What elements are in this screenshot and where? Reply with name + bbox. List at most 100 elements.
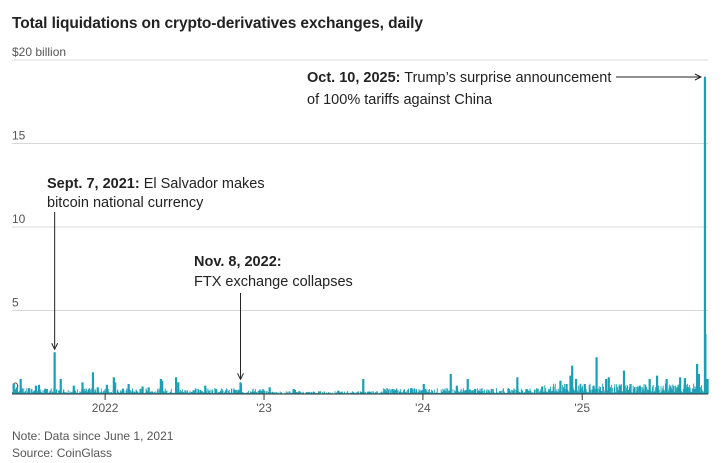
bar: [455, 385, 458, 394]
bar-noise: [49, 390, 51, 394]
bar-noise: [366, 391, 368, 394]
bar-noise: [691, 388, 693, 394]
bar: [81, 382, 84, 394]
bar-noise: [353, 392, 355, 394]
annotation-line1: Nov. 8, 2022:: [194, 254, 282, 270]
bar-noise: [191, 391, 193, 394]
bar-noise: [277, 392, 279, 394]
bar-noise: [192, 390, 194, 394]
bar-noise: [553, 386, 555, 394]
bar-noise: [536, 388, 538, 394]
bar-noise: [140, 388, 142, 394]
bar-noise: [460, 388, 462, 394]
bar: [27, 388, 31, 394]
bar-noise: [660, 386, 662, 394]
bar-noise: [18, 390, 20, 394]
bar-noise: [471, 390, 473, 394]
bar-noise: [484, 389, 486, 394]
bar-noise: [34, 391, 36, 394]
bar-noise: [164, 388, 166, 394]
bar-noise: [166, 390, 168, 394]
bar: [525, 388, 528, 394]
bar-noise: [510, 389, 512, 394]
bar-noise: [624, 385, 626, 394]
bar-noise: [482, 391, 484, 394]
bar-noise: [334, 391, 336, 394]
bar-noise: [601, 391, 603, 394]
bar-noise: [214, 388, 216, 394]
x-tick-label: '23: [256, 401, 272, 415]
bar: [571, 365, 574, 394]
bar-noise: [117, 389, 119, 394]
bar-noise: [65, 392, 67, 394]
bar-noise: [556, 389, 558, 394]
bar-noise: [67, 389, 69, 394]
bar-noise: [132, 391, 134, 394]
bar-noise: [266, 391, 268, 394]
bar-noise: [107, 389, 109, 394]
bar-noise: [318, 391, 320, 394]
bar: [629, 383, 632, 394]
bar-noise: [250, 391, 251, 394]
bar-noise: [405, 392, 406, 394]
bar-noise: [612, 387, 614, 394]
bar-noise: [493, 392, 495, 394]
bar-noise: [189, 390, 191, 394]
bar-noise: [287, 391, 289, 394]
bar: [706, 378, 709, 394]
bar-noise: [390, 390, 392, 394]
bar: [655, 375, 659, 394]
bar-noise: [209, 389, 211, 394]
bar: [516, 377, 519, 394]
bar-noise: [375, 392, 377, 394]
bar-noise: [634, 387, 636, 394]
bar-noise: [313, 391, 315, 394]
bar-noise: [632, 385, 634, 394]
bar-noise: [676, 387, 678, 394]
bar-noise: [274, 392, 276, 394]
bar-noise: [18, 392, 19, 394]
bar-noise: [254, 391, 255, 394]
bar-noise: [247, 390, 249, 394]
bar-noise: [170, 388, 172, 394]
bar-noise: [153, 392, 155, 394]
bar-noise: [354, 392, 356, 394]
bar-noise: [380, 392, 382, 394]
bar-noise: [254, 388, 256, 394]
bar-noise: [154, 391, 156, 394]
bar-noise: [195, 388, 197, 394]
y-tick-label: 15: [12, 129, 26, 143]
bar-noise: [289, 391, 291, 394]
bar-noise: [469, 388, 471, 394]
footer-note: Note: Data since June 1, 2021: [12, 429, 174, 443]
bar-noise: [503, 391, 505, 394]
bar-noise: [400, 389, 402, 394]
bar-series: [12, 76, 709, 394]
bar-noise: [663, 389, 665, 394]
bar-noise: [129, 390, 131, 394]
bar-noise: [536, 388, 537, 394]
annotations: Sept. 7, 2021: El Salvador makes bitcoin …: [47, 70, 703, 381]
bar-noise: [184, 390, 186, 394]
bar-noise: [397, 390, 399, 394]
bar-noise: [603, 390, 605, 394]
bar-noise: [26, 388, 28, 394]
bar: [622, 370, 626, 394]
bar-noise: [226, 389, 228, 394]
bar-noise: [207, 388, 209, 394]
annotation-line2: bitcoin national currency: [47, 195, 204, 211]
bar-noise: [297, 392, 299, 394]
annotation-arrow-nov-2022-head: [237, 373, 244, 381]
bar-noise: [264, 391, 266, 394]
bar-noise: [528, 390, 530, 394]
bar: [141, 386, 144, 394]
bar-noise: [640, 387, 642, 394]
bar-noise: [512, 390, 514, 394]
bar-noise: [218, 392, 220, 394]
bar-noise: [428, 389, 430, 394]
annotation-text: Trump’s surprise announcement: [401, 70, 612, 86]
bar-noise: [429, 392, 431, 394]
bar-noise: [257, 391, 259, 394]
bar: [410, 388, 413, 394]
bar-noise: [365, 392, 366, 394]
